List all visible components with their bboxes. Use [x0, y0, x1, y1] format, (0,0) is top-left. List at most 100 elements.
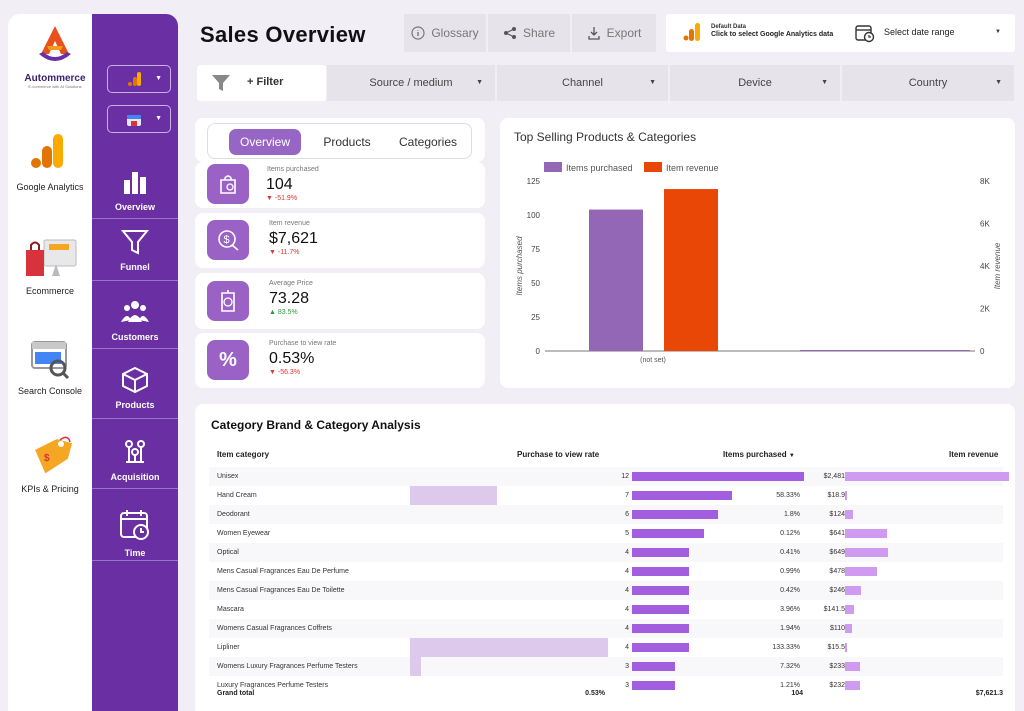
kpi-label: Purchase to view rate [269, 340, 337, 347]
nav-products[interactable]: Products [92, 366, 178, 410]
tab-overview[interactable]: Overview [229, 129, 301, 155]
country-filter[interactable]: Country ▼ [842, 65, 1014, 101]
table-title: Category Brand & Category Analysis [211, 418, 421, 432]
table-row[interactable]: Deodorant 1.8% 6 $124 [209, 505, 1003, 524]
logo[interactable]: Autommerce E-commerce with AI Solutions [20, 24, 90, 89]
items-bar [632, 491, 733, 500]
revenue-bar [845, 624, 853, 633]
date-range-label[interactable]: Select date range [884, 27, 955, 37]
cell-items: 4 [625, 549, 629, 556]
items-bar [632, 605, 690, 614]
table-row[interactable]: Womens Casual Fragrances Coffrets 1.94% 4 $… [209, 619, 1003, 638]
app-label: Google Analytics [16, 182, 84, 192]
app-google-analytics[interactable]: Google Analytics [8, 132, 92, 192]
items-bar [632, 681, 675, 690]
col-header-items[interactable]: Items purchased ▼ [723, 450, 795, 459]
table-row[interactable]: Womens Luxury Fragrances Perfume Testers… [209, 657, 1003, 676]
chevron-down-icon: ▼ [155, 115, 162, 122]
export-button[interactable]: Export [572, 14, 656, 52]
cell-category: Lipliner [217, 644, 240, 651]
cell-items: 12 [621, 473, 629, 480]
nav-acquisition[interactable]: Acquisition [92, 438, 178, 482]
table-row[interactable]: Women Eyewear 0.12% 5 $641 [209, 524, 1003, 543]
cell-revenue: $641 [829, 530, 845, 537]
users-icon [121, 301, 149, 322]
data-source-selector[interactable]: ▼ [107, 65, 171, 93]
cell-category: Optical [217, 549, 239, 556]
cell-revenue: $110 [829, 625, 845, 632]
channel-filter[interactable]: Channel ▼ [497, 65, 668, 101]
kpi-value: $7,621 [269, 230, 318, 247]
nav-funnel[interactable]: Funnel [92, 228, 178, 272]
nav-label: Acquisition [110, 472, 160, 482]
y-tick-label: 25 [531, 313, 540, 322]
calendar-clock-icon [120, 510, 149, 540]
items-bar [632, 548, 690, 557]
cell-items: 4 [625, 625, 629, 632]
tab-categories[interactable]: Categories [398, 135, 458, 149]
svg-text:$: $ [44, 453, 50, 464]
chevron-down-icon[interactable]: ▼ [995, 29, 1001, 35]
col-header-revenue[interactable]: Item revenue [949, 450, 999, 459]
rate-bar [410, 657, 421, 676]
revenue-bar [845, 605, 855, 614]
revenue-bar [845, 586, 862, 595]
add-filter-label: + Filter [247, 76, 284, 88]
chevron-down-icon: ▼ [995, 79, 1002, 86]
kpi-label: Item revenue [269, 220, 310, 227]
table-row[interactable]: Mens Casual Fragrances Eau De Toilette 0.… [209, 581, 1003, 600]
chevron-down-icon: ▼ [155, 75, 162, 82]
table-row[interactable]: Mens Casual Fragrances Eau De Perfume 0.9… [209, 562, 1003, 581]
price-tag-icon [207, 281, 249, 321]
kpi-label: Items purchased [267, 166, 319, 173]
cell-rate: 0.12% [780, 530, 800, 537]
cell-revenue: $15.5 [827, 644, 845, 651]
table-row[interactable]: Unisex0.3%12$2,481 [209, 467, 1009, 486]
source-medium-filter[interactable]: Source / medium ▼ [327, 65, 495, 101]
nav-customers[interactable]: Customers [92, 298, 178, 342]
revenue-icon: $ [207, 220, 249, 260]
funnel-icon [212, 75, 230, 91]
app-ecommerce[interactable]: Ecommerce [8, 236, 92, 296]
cell-rate: 0.99% [780, 568, 800, 575]
data-control[interactable]: Default Data Click to select Google Anal… [666, 14, 1015, 52]
cell-items: 5 [625, 530, 629, 537]
kpi-label: Average Price [269, 280, 313, 287]
top-selling-chart: Top Selling Products & Categories Items … [500, 118, 1015, 388]
app-search-console[interactable]: Search Console [8, 336, 92, 396]
bar-chart-icon [124, 172, 146, 194]
revenue-bar [845, 529, 888, 538]
nav-time[interactable]: Time [92, 508, 178, 558]
table-row[interactable]: Optical 0.41% 4 $649 [209, 543, 1003, 562]
cell-items: 4 [625, 568, 629, 575]
rate-bar [410, 638, 608, 657]
nav-overview[interactable]: Overview [92, 168, 178, 212]
category-analysis-table: Category Brand & Category Analysis Item … [195, 404, 1015, 711]
cell-category: Women Eyewear [217, 530, 271, 537]
grand-total-revenue: $7,621.3 [975, 690, 1003, 697]
view-selector[interactable]: ▼ [107, 105, 171, 133]
table-row[interactable]: Luxury Fragrances Perfume Testers 1.21% 3 $… [209, 676, 1003, 695]
share-label: Share [522, 26, 556, 40]
legend-swatch [644, 162, 662, 172]
nav-label: Time [124, 548, 146, 558]
col-header-category[interactable]: Item category [217, 450, 270, 459]
app-kpis-pricing[interactable]: $ KPIs & Pricing [8, 434, 92, 494]
share-button[interactable]: Share [488, 14, 570, 52]
col-header-rate[interactable]: Purchase to view rate [517, 450, 600, 459]
device-filter[interactable]: Device ▼ [670, 65, 840, 101]
add-filter-button[interactable]: + Filter [197, 65, 326, 101]
y-tick-label: 0 [536, 347, 541, 356]
y-tick-label: 100 [527, 211, 541, 220]
table-row[interactable]: Mascara 3.96% 4 $141.5 [209, 600, 1003, 619]
data-control-subtitle: Click to select Google Analytics data [711, 31, 834, 38]
divider [92, 218, 178, 219]
table-row[interactable]: Hand Cream 58.33% 7 $18.9 [209, 486, 1003, 505]
table-row[interactable]: Lipliner 133.33% 4 $15.5 [209, 638, 1003, 657]
cell-rate: 0.42% [780, 587, 800, 594]
revenue-bar [845, 491, 847, 500]
glossary-button[interactable]: Glossary [404, 14, 486, 52]
revenue-bar [845, 681, 861, 690]
tab-products[interactable]: Products [323, 135, 371, 149]
items-bar [632, 567, 690, 576]
